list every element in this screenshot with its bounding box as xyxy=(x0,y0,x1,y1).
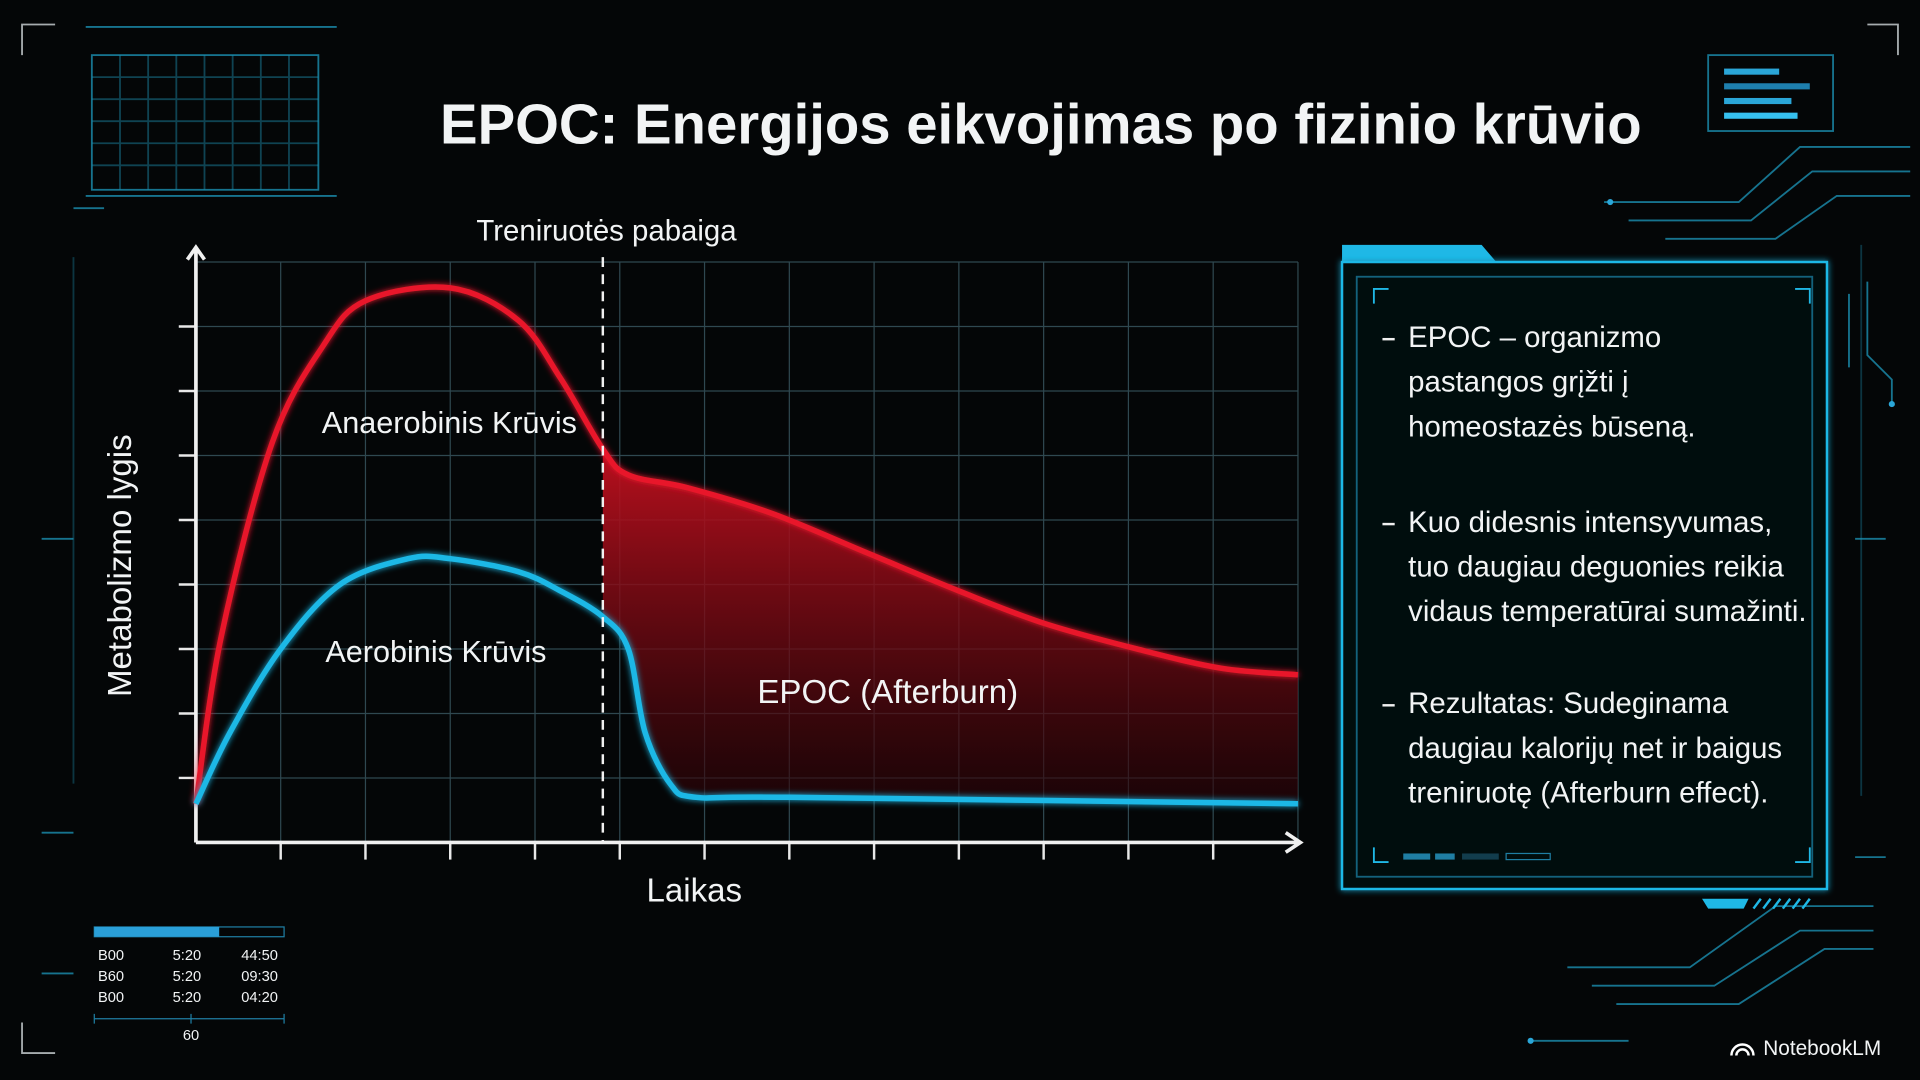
series-label: Aerobinis Krūvis xyxy=(325,635,546,669)
table-cell: 5:20 xyxy=(173,969,202,985)
table-cell: B00 xyxy=(98,948,124,964)
epoc-area xyxy=(602,449,1298,804)
table-cell: B00 xyxy=(98,990,124,1006)
bullet-text: vidaus temperatūrai sumažinti. xyxy=(1408,595,1806,628)
plot: Treniruotės pabaiga EPOC (Afterburn) Anaer… xyxy=(102,214,1304,909)
y-axis xyxy=(185,244,206,843)
y-axis-label: Metabolizmo lygis xyxy=(102,434,139,697)
annotation: EPOC (Afterburn) xyxy=(757,674,1018,711)
series-label: Anaerobinis Krūvis xyxy=(322,406,577,440)
bullets: EPOC – organizmo pastangos grįžti į homeos… xyxy=(1382,321,1807,809)
status-widget xyxy=(93,926,285,1024)
table-cell: 5:20 xyxy=(173,948,202,964)
bullet-text: EPOC – organizmo xyxy=(1408,321,1661,354)
bullet-text: tuo daugiau deguonies reikia xyxy=(1408,551,1784,584)
table-cell: 5:20 xyxy=(173,990,202,1006)
table-cell: B60 xyxy=(98,969,124,985)
line xyxy=(193,553,1298,807)
table-cell: 44:50 xyxy=(241,948,278,964)
bullet-text: pastangos grįžti į xyxy=(1408,366,1628,399)
bullet-text: treniruotę (Afterburn effect). xyxy=(1408,776,1768,809)
table-footer: 60 xyxy=(183,1028,199,1044)
bullet-text: Kuo didesnis intensyvumas, xyxy=(1408,506,1772,539)
x-axis-label: Laikas xyxy=(647,872,743,909)
bullet-text: daugiau kalorijų net ir baigus xyxy=(1408,732,1782,765)
brand-icon xyxy=(1730,1043,1755,1056)
bullet-text: Rezultatas: Sudeginama xyxy=(1408,687,1729,720)
table-cell: 04:20 xyxy=(241,990,278,1006)
x-axis xyxy=(195,831,1304,854)
decorations xyxy=(21,23,1911,1054)
annotation: Treniruotės pabaiga xyxy=(476,214,737,247)
info-panel xyxy=(1340,244,1829,910)
status-table: B00 5:20 44:50 B60 5:20 09:30 B00 5:20 04:20 60 xyxy=(98,948,278,1044)
table-cell: 09:30 xyxy=(241,969,278,985)
bullet-text: homeostazės būseną. xyxy=(1408,410,1695,443)
brand: NotebookLM xyxy=(1763,1037,1881,1060)
chart-title: EPOC: Energijos eikvojimas po fizinio kr… xyxy=(440,92,1642,155)
